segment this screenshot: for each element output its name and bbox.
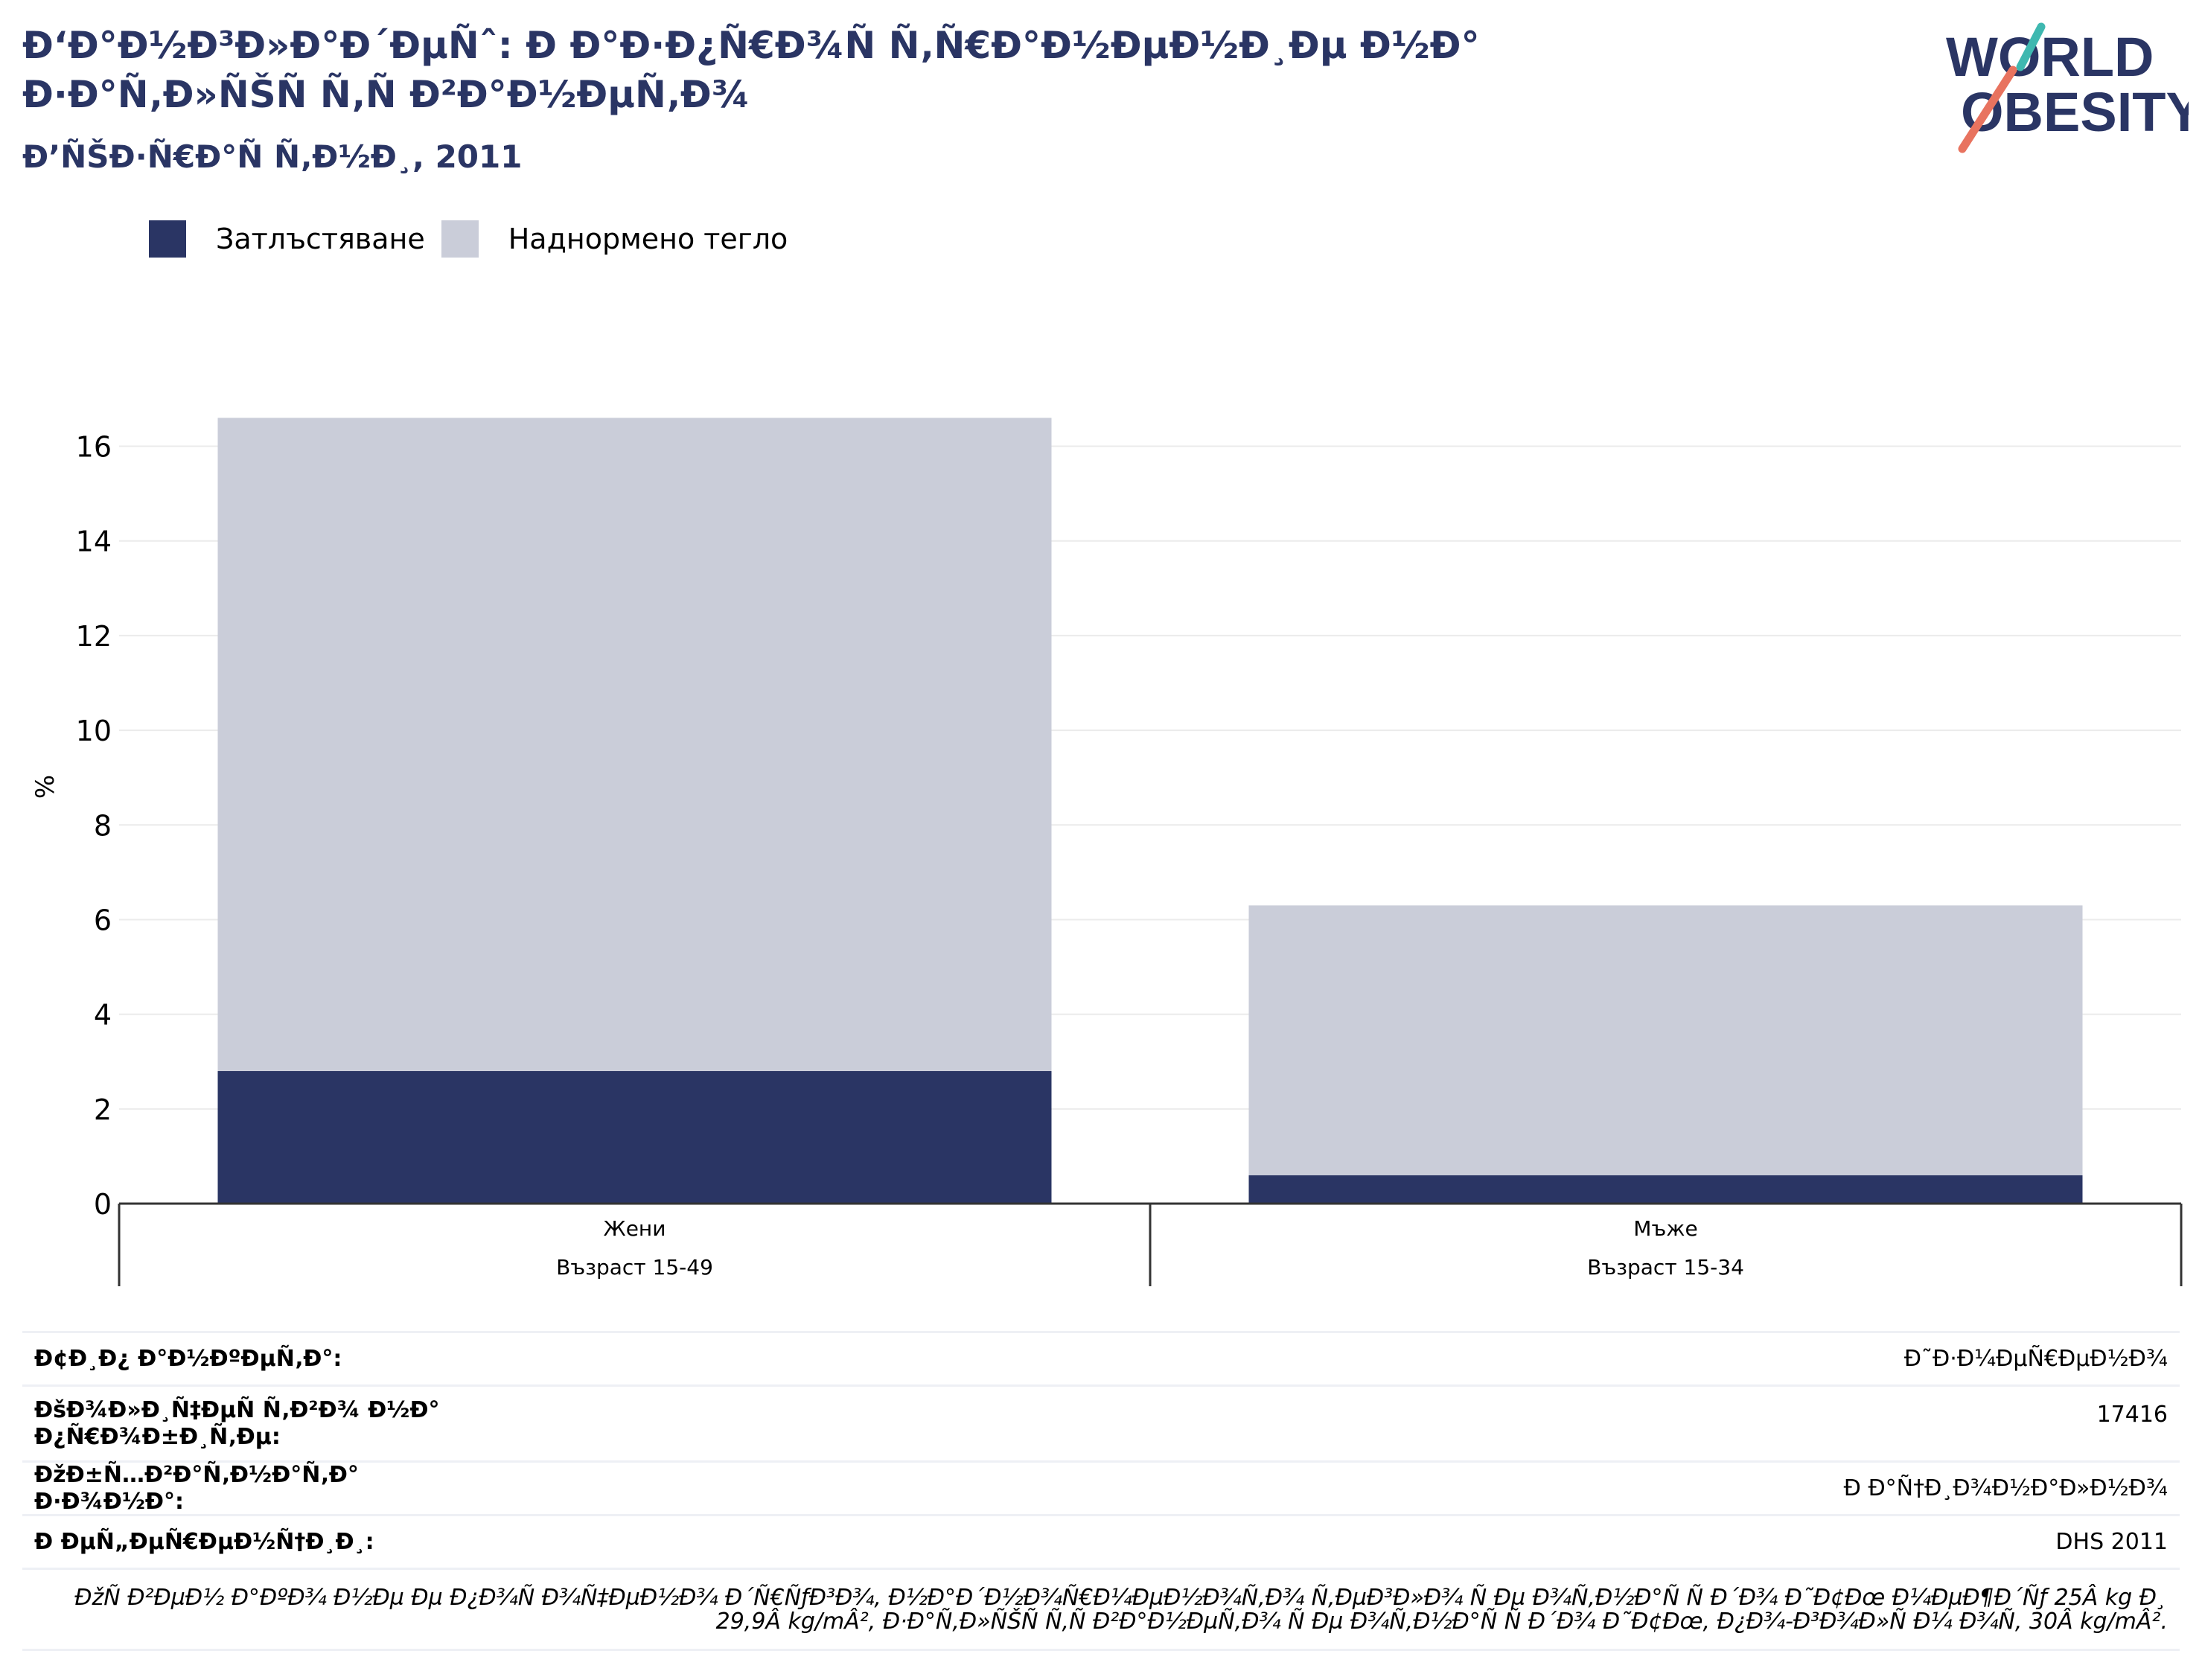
bar-overweight [1248,905,2083,1175]
survey-info-table: Ð¢Ð¸Ð¿ Ð°Ð½ÐºÐµÑ‚Ð°: Ð˜Ð·Ð¼ÐµÑ€ÐµÐ½Ð¾ Ðš… [22,1331,2180,1651]
info-row-coverage: ÐžÐ±Ñ…Ð²Ð°Ñ‚Ð½Ð°Ñ‚Ð° Ð·Ð¾Ð½Ð°: Ð Ð°Ñ†Ð¸Ð… [22,1460,2180,1515]
info-value-survey-type: Ð˜Ð·Ð¼ÐµÑ€ÐµÐ½Ð¾ [1903,1346,2168,1372]
logo-slash-teal [2016,22,2046,71]
y-tick-label: 14 [76,526,112,558]
info-label-sample-size: ÐšÐ¾Ð»Ð¸Ñ‡ÐµÑ Ñ‚Ð²Ð¾ Ð½Ð° Ð¿Ñ€Ð¾Ð±Ð¸Ñ‚Ðµ… [34,1396,440,1450]
legend-label-overweight: Наднормено тегло [508,223,788,255]
y-tick-label: 2 [94,1093,112,1126]
x-category-sublabel: Възраст 15-34 [1587,1255,1744,1280]
logo-slash-coral [1958,66,2017,153]
info-label-coverage: ÐžÐ±Ñ…Ð²Ð°Ñ‚Ð½Ð°Ñ‚Ð° Ð·Ð¾Ð½Ð°: [34,1461,359,1515]
legend-item-overweight: Наднормено тегло [441,220,788,258]
y-tick-label: 0 [94,1188,112,1221]
info-value-sample-size: 17416 [2096,1402,2168,1428]
info-row-survey-type: Ð¢Ð¸Ð¿ Ð°Ð½ÐºÐµÑ‚Ð°: Ð˜Ð·Ð¼ÐµÑ€ÐµÐ½Ð¾ [22,1331,2180,1384]
info-label-references: Ð ÐµÑ„ÐµÑ€ÐµÐ½Ñ†Ð¸Ð¸: [34,1528,374,1555]
legend-swatch-overweight [441,220,479,258]
chart-legend: Затлъстяване Наднормено тегло [149,220,804,258]
legend-item-obesity: Затлъстяване [149,220,425,258]
info-value-references: DHS 2011 [2055,1529,2168,1555]
page-title: Ð‘Ð°Ð½Ð³Ð»Ð°Ð´ÐµÑˆ: Ð Ð°Ð·Ð¿Ñ€Ð¾Ñ Ñ‚Ñ€Ð°… [22,24,1480,116]
info-row-references: Ð ÐµÑ„ÐµÑ€ÐµÐ½Ñ†Ð¸Ð¸: DHS 2011 [22,1514,2180,1568]
y-axis-label: % [31,775,60,799]
stacked-bar-chart: 0 2 4 6 8 10 12 14 16% Жени Възраст 15-49 Мъже Възра… [31,418,2183,1286]
info-value-coverage: Ð Ð°Ñ†Ð¸Ð¾Ð½Ð°Ð»Ð½Ð¾ [1843,1475,2168,1501]
world-obesity-logo: WORLD OBESITY [1946,22,2189,153]
info-row-sample-size: ÐšÐ¾Ð»Ð¸Ñ‡ÐµÑ Ñ‚Ð²Ð¾ Ð½Ð° Ð¿Ñ€Ð¾Ð±Ð¸Ñ‚Ðµ… [22,1384,2180,1460]
bar-obesity [1248,1175,2083,1204]
y-tick-label: 6 [94,904,112,936]
legend-swatch-obesity [149,220,186,258]
y-tick-label: 4 [94,999,112,1032]
info-footnote: ÐžÑ Ð²ÐµÐ½ Ð°ÐºÐ¾ Ð½Ðµ Ðµ Ð¿Ð¾Ñ Ð¾Ñ‡ÐµÐ½… [22,1568,2180,1651]
x-category-label: Жени [604,1216,666,1241]
bar-obesity [217,1070,1052,1204]
logo-line-1: WORLD [1946,26,2154,88]
bar-overweight [217,418,1052,1071]
page-subtitle: Ð’ÑŠÐ·Ñ€Ð°Ñ Ñ‚Ð½Ð¸, 2011 [22,138,523,175]
y-tick-label: 12 [76,620,112,653]
x-category-sublabel: Възраст 15-49 [556,1255,713,1280]
info-label-survey-type: Ð¢Ð¸Ð¿ Ð°Ð½ÐºÐµÑ‚Ð°: [34,1345,342,1372]
x-category-label: Мъже [1633,1216,1697,1241]
y-tick-label: 10 [76,715,112,747]
y-tick-label: 16 [76,431,112,464]
y-tick-label: 8 [94,809,112,842]
legend-label-obesity: Затлъстяване [216,223,425,255]
